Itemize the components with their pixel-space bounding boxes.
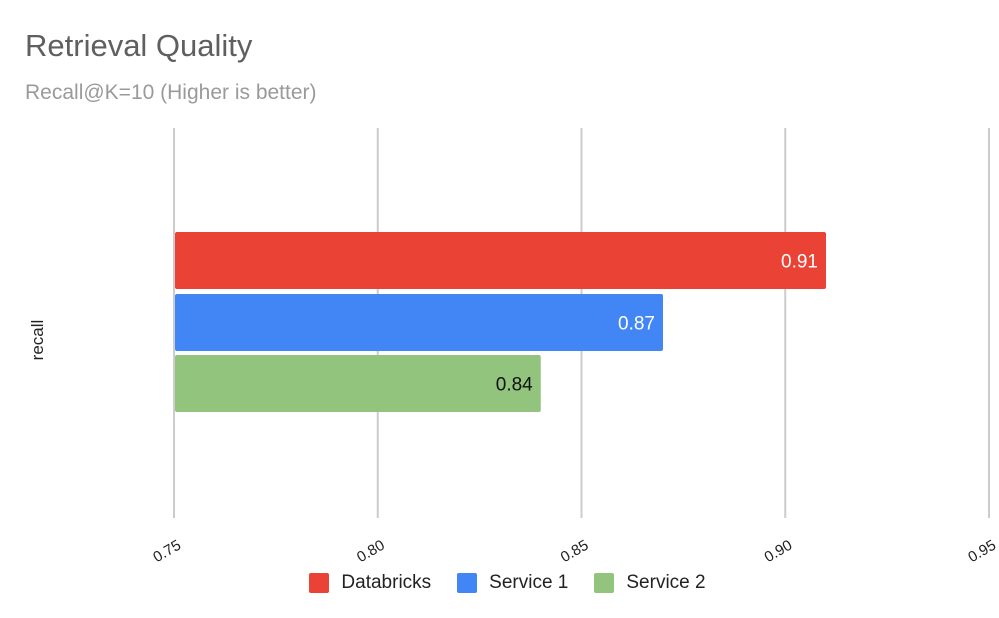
legend-label: Databricks — [341, 572, 432, 593]
bar-service-2[interactable] — [175, 355, 541, 412]
bar-databricks[interactable] — [175, 232, 826, 289]
x-tick-label: 0.90 — [761, 537, 795, 566]
chart-subtitle: Recall@K=10 (Higher is better) — [25, 81, 317, 104]
x-tick-label: 0.95 — [965, 537, 999, 566]
x-tick-label: 0.80 — [354, 537, 388, 566]
bar-service-1[interactable] — [175, 294, 663, 351]
legend-label: Service 1 — [489, 572, 569, 593]
data-label: 0.87 — [618, 314, 655, 335]
data-label: 0.91 — [781, 252, 818, 273]
legend: Databricks Service 1 Service 2 — [0, 572, 999, 594]
legend-swatch — [594, 573, 615, 593]
chart-title: Retrieval Quality — [25, 28, 253, 63]
legend-item-service-2[interactable]: Service 2 — [594, 572, 706, 594]
legend-swatch — [457, 573, 478, 593]
legend-swatch — [309, 573, 330, 593]
legend-item-service-1[interactable]: Service 1 — [457, 572, 568, 594]
x-tick-label: 0.75 — [150, 537, 184, 566]
data-label: 0.84 — [496, 375, 533, 396]
legend-item-databricks[interactable]: Databricks — [309, 572, 431, 594]
x-tick-label: 0.85 — [558, 537, 592, 566]
legend-label: Service 2 — [626, 572, 706, 593]
